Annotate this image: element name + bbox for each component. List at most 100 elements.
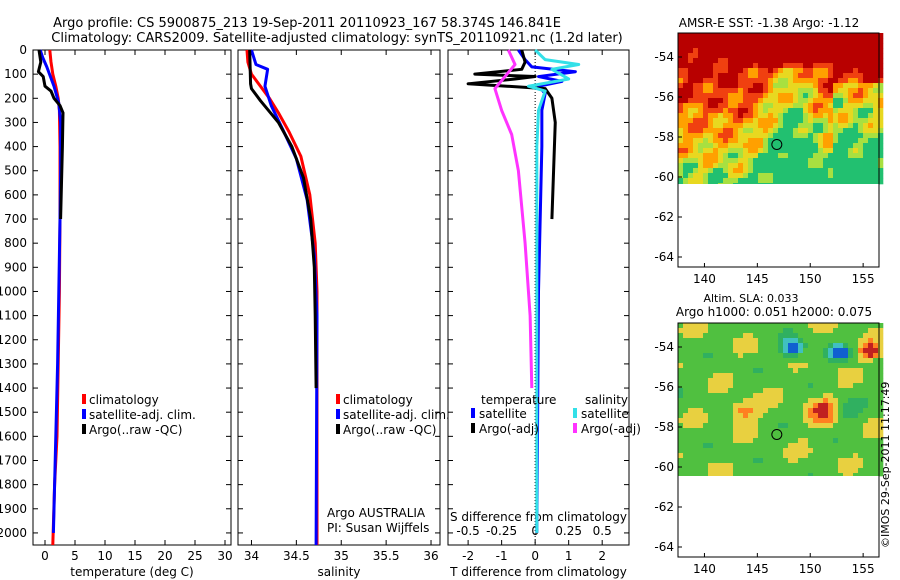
heatmap-cell [823, 403, 829, 409]
heatmap-cell [678, 463, 684, 469]
heatmap-cell [828, 168, 834, 174]
heatmap-cell [813, 428, 819, 434]
heatmap-cell [783, 168, 789, 174]
heatmap-cell [748, 433, 754, 439]
heatmap-cell [763, 358, 769, 364]
heatmap-cell [718, 323, 724, 329]
heatmap-cell [748, 33, 754, 39]
heatmap-cell [838, 68, 844, 74]
heatmap-cell [843, 153, 849, 159]
heatmap-cell [798, 38, 804, 44]
heatmap-cell [698, 363, 704, 369]
heatmap-cell [823, 393, 829, 399]
heatmap-cell [848, 453, 854, 459]
heatmap-cell [848, 363, 854, 369]
heatmap-cell [853, 448, 859, 454]
heatmap-cell [733, 433, 739, 439]
heatmap-cell [723, 358, 729, 364]
heatmap-cell [743, 108, 749, 114]
heatmap-cell [863, 323, 869, 329]
heatmap-cell [768, 383, 774, 389]
heatmap-cell [843, 183, 849, 185]
heatmap-cell [838, 178, 844, 184]
heatmap-cell [713, 123, 719, 129]
heatmap-cell [843, 78, 849, 84]
heatmap-cell [728, 153, 734, 159]
heatmap-cell [748, 178, 754, 184]
heatmap-cell [833, 168, 839, 174]
heatmap-cell [873, 348, 879, 354]
heatmap-cell [868, 453, 874, 459]
heatmap-cell [858, 38, 864, 44]
heatmap-cell [708, 408, 714, 414]
heatmap-cell [848, 123, 854, 129]
heatmap-cell [683, 443, 689, 449]
heatmap-cell [813, 363, 819, 369]
heatmap-cell [823, 363, 829, 369]
heatmap-cell [823, 343, 829, 349]
heatmap-cell [793, 128, 799, 134]
heatmap-cell [823, 133, 829, 139]
heatmap-cell [718, 343, 724, 349]
heatmap-cell [803, 438, 809, 444]
heatmap-cell [688, 73, 694, 79]
heatmap-cell [828, 338, 834, 344]
heatmap-cell [793, 358, 799, 364]
heatmap-cell [803, 173, 809, 179]
heatmap-cell [833, 418, 839, 424]
heatmap-cell [683, 53, 689, 59]
heatmap-cell [848, 348, 854, 354]
heatmap-cell [718, 393, 724, 399]
heatmap-cell [688, 393, 694, 399]
heatmap-cell [753, 63, 759, 69]
heatmap-cell [733, 363, 739, 369]
heatmap-cell [848, 38, 854, 44]
heatmap-cell [728, 128, 734, 134]
heatmap-cell [793, 33, 799, 39]
heatmap-cell [793, 48, 799, 54]
heatmap-cell [858, 158, 864, 164]
heatmap-cell [683, 148, 689, 154]
heatmap-cell [818, 358, 824, 364]
heatmap-cell [678, 473, 684, 477]
heatmap-cell [708, 178, 714, 184]
heatmap-cell [743, 418, 749, 424]
heatmap-cell [688, 378, 694, 384]
heatmap-cell [843, 73, 849, 79]
heatmap-cell [738, 428, 744, 434]
heatmap-cell [753, 153, 759, 159]
heatmap-cell [858, 358, 864, 364]
heatmap-cell [738, 388, 744, 394]
heatmap-cell [813, 128, 819, 134]
heatmap-cell [723, 153, 729, 159]
heatmap-cell [763, 53, 769, 59]
heatmap-cell [743, 163, 749, 169]
heatmap-cell [803, 393, 809, 399]
heatmap-cell [853, 433, 859, 439]
heatmap-cell [833, 323, 839, 329]
heatmap-cell [778, 123, 784, 129]
heatmap-cell [868, 433, 874, 439]
heatmap-cell [793, 328, 799, 334]
heatmap-cell [728, 383, 734, 389]
salinity-xtick-label: 35.5 [373, 549, 400, 563]
heatmap-cell [793, 158, 799, 164]
heatmap-cell [788, 448, 794, 454]
heatmap-cell [758, 78, 764, 84]
heatmap-cell [708, 443, 714, 449]
heatmap-cell [758, 103, 764, 109]
heatmap-cell [843, 133, 849, 139]
heatmap-cell [763, 43, 769, 49]
depth-tick-label: 700 [4, 212, 27, 226]
heatmap-cell [698, 108, 704, 114]
heatmap-cell [758, 58, 764, 64]
heatmap-cell [708, 468, 714, 474]
heatmap-cell [808, 173, 814, 179]
heatmap-cell [788, 73, 794, 79]
heatmap-cell [778, 73, 784, 79]
heatmap-cell [843, 113, 849, 119]
heatmap-cell [808, 53, 814, 59]
heatmap-cell [783, 428, 789, 434]
heatmap-cell [853, 393, 859, 399]
heatmap-cell [763, 178, 769, 184]
